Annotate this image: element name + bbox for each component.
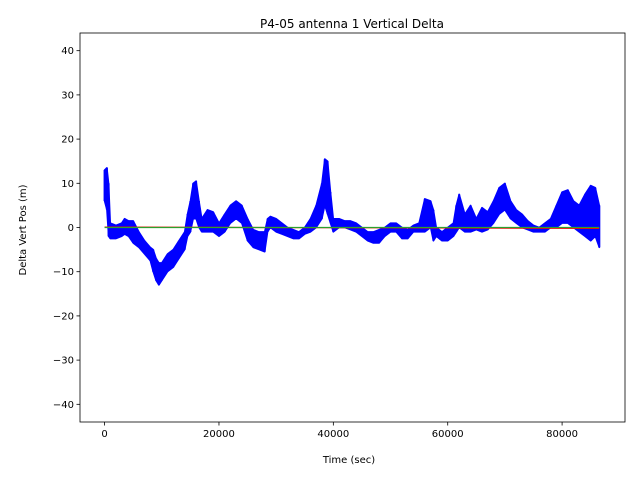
series-0-band bbox=[103, 158, 601, 286]
x-tick-label-4: 80000 bbox=[546, 429, 578, 440]
x-axis-ticks: 0 20000 40000 60000 80000 bbox=[101, 422, 578, 440]
y-tick-label-8: 40 bbox=[61, 46, 74, 57]
y-tick-label-1: −30 bbox=[53, 356, 74, 367]
y-axis-ticks: −40 −30 −20 −10 0 10 20 30 40 bbox=[53, 46, 80, 411]
y-tick-label-2: −20 bbox=[53, 311, 74, 322]
x-tick-label-0: 0 bbox=[101, 429, 107, 440]
x-tick-label-1: 20000 bbox=[203, 429, 235, 440]
y-tick-label-6: 20 bbox=[61, 135, 74, 146]
x-tick-label-3: 60000 bbox=[432, 429, 464, 440]
y-tick-label-7: 30 bbox=[61, 90, 74, 101]
y-tick-label-5: 10 bbox=[61, 179, 74, 190]
x-axis-label: Time (sec) bbox=[322, 455, 375, 466]
y-axis-label: Delta Vert Pos (m) bbox=[18, 184, 29, 275]
x-tick-label-2: 40000 bbox=[317, 429, 349, 440]
y-tick-label-4: 0 bbox=[68, 223, 74, 234]
fit-lines bbox=[104, 226, 600, 229]
chart-title: P4-05 antenna 1 Vertical Delta bbox=[260, 17, 444, 31]
y-tick-label-0: −40 bbox=[53, 400, 74, 411]
y-tick-label-3: −10 bbox=[53, 267, 74, 278]
